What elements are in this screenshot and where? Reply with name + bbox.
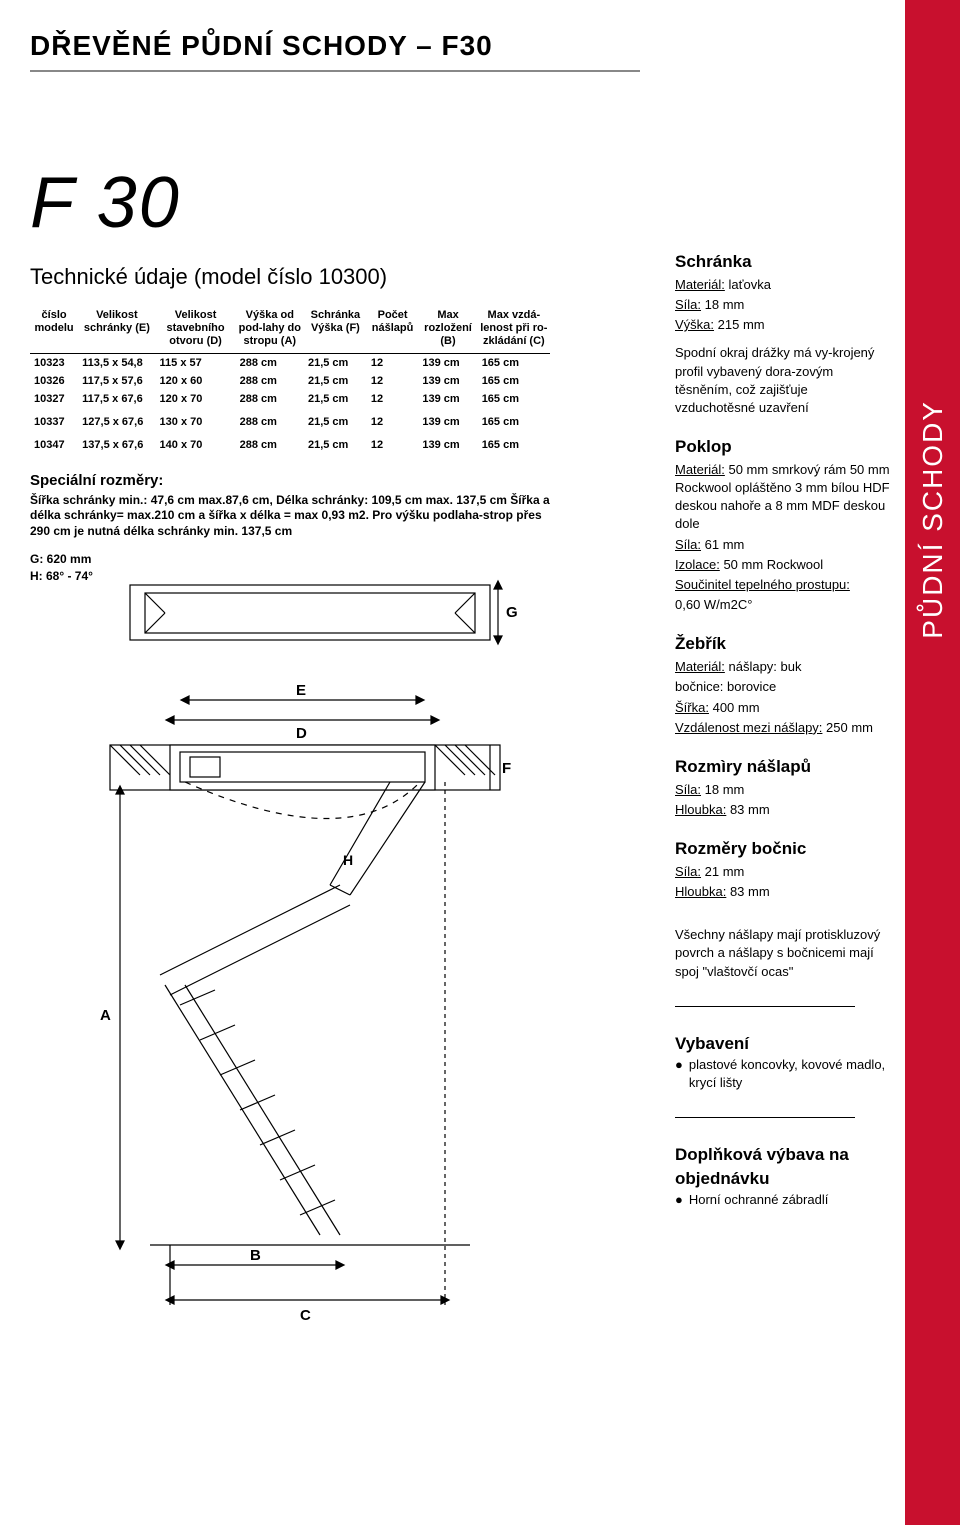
th-d: Velikost stavebního otvoru (D) [156, 305, 236, 353]
poklop-title: Poklop [675, 435, 890, 459]
extra-title: Doplňková výbava na objednávku [675, 1143, 890, 1191]
zebrik-title: Žebřík [675, 632, 890, 656]
label-e: E [296, 682, 306, 699]
label-g: G [506, 604, 518, 621]
technical-diagram: G E D [90, 545, 520, 1328]
th-model: číslo modelu [30, 305, 78, 353]
block-zebrik: Žebřík Materiál: nášlapy: buk bočnice: b… [675, 632, 890, 737]
bocnic-title: Rozměry bočnic [675, 837, 890, 861]
naslapu-title: Rozmìry nášlapů [675, 755, 890, 779]
block-extra: Doplňková výbava na objednávku ●Horní oc… [675, 1143, 890, 1209]
block-schranka: Schránka Materiál: laťovka Síla: 18 mm V… [675, 250, 890, 417]
side-tab-text: PŮDNÍ SCHODY [917, 400, 949, 639]
side-tab: PŮDNÍ SCHODY [905, 0, 960, 1525]
block-bocnic: Rozměry bočnic Síla: 21 mm Hloubka: 83 m… [675, 837, 890, 901]
table-row: 10326117,5 x 57,6120 x 60288 cm21,5 cm12… [30, 372, 550, 390]
document-title: DŘEVĚNÉ PŮDNÍ SCHODY – F30 [30, 30, 640, 72]
label-h: H [343, 852, 353, 868]
th-b: Max rozložení (B) [418, 305, 477, 353]
table-row: 10337127,5 x 67,6130 x 70288 cm21,5 cm12… [30, 408, 550, 431]
label-d: D [296, 725, 307, 742]
special-sizes-text: Šířka schránky min.: 47,6 cm max.87,6 cm… [30, 493, 550, 540]
block-vybaveni: Vybavení ●plastové koncovky, kovové madl… [675, 1032, 890, 1092]
divider [675, 1006, 855, 1007]
divider [675, 1117, 855, 1118]
side-specs: Schránka Materiál: laťovka Síla: 18 mm V… [660, 0, 905, 1525]
bullet-icon: ● [675, 1191, 683, 1209]
spec-table-body: 10323113,5 x 54,8115 x 57288 cm21,5 cm12… [30, 353, 550, 454]
th-steps: Počet nášlapů [367, 305, 419, 353]
special-sizes-title: Speciální rozměry: [30, 472, 640, 489]
sidebar: Schránka Materiál: laťovka Síla: 18 mm V… [660, 0, 960, 1525]
label-c: C [300, 1307, 311, 1324]
block-poklop: Poklop Materiál: 50 mm smrkový rám 50 mm… [675, 435, 890, 614]
table-row: 10327117,5 x 67,6120 x 70288 cm21,5 cm12… [30, 390, 550, 408]
model-name: F 30 [30, 162, 640, 244]
diagram-svg: G E D [90, 545, 520, 1325]
note-text: Všechny nášlapy mají protiskluzový povrc… [675, 926, 890, 981]
th-a: Výška od pod-lahy do stropu (A) [236, 305, 304, 353]
th-c: Max vzdá-lenost při ro-zkládání (C) [478, 305, 550, 353]
spec-table: číslo modelu Velikost schránky (E) Velik… [30, 305, 550, 454]
th-f: Schránka Výška (F) [304, 305, 367, 353]
label-b: B [250, 1247, 261, 1264]
tech-data-title: Technické údaje (model číslo 10300) [30, 264, 640, 290]
main-column: DŘEVĚNÉ PŮDNÍ SCHODY – F30 F 30 Technick… [0, 0, 660, 1525]
schranka-desc: Spodní okraj drážky má vy-krojený profil… [675, 344, 890, 417]
vybaveni-title: Vybavení [675, 1032, 890, 1056]
label-f: F [502, 760, 511, 777]
table-row: 10347137,5 x 67,6140 x 70288 cm21,5 cm12… [30, 431, 550, 454]
schranka-title: Schránka [675, 250, 890, 274]
table-row: 10323113,5 x 54,8115 x 57288 cm21,5 cm12… [30, 353, 550, 372]
block-naslapu: Rozmìry nášlapů Síla: 18 mm Hloubka: 83 … [675, 755, 890, 819]
th-e: Velikost schránky (E) [78, 305, 155, 353]
label-a: A [100, 1007, 111, 1024]
bullet-icon: ● [675, 1056, 683, 1092]
page: DŘEVĚNÉ PŮDNÍ SCHODY – F30 F 30 Technick… [0, 0, 960, 1525]
